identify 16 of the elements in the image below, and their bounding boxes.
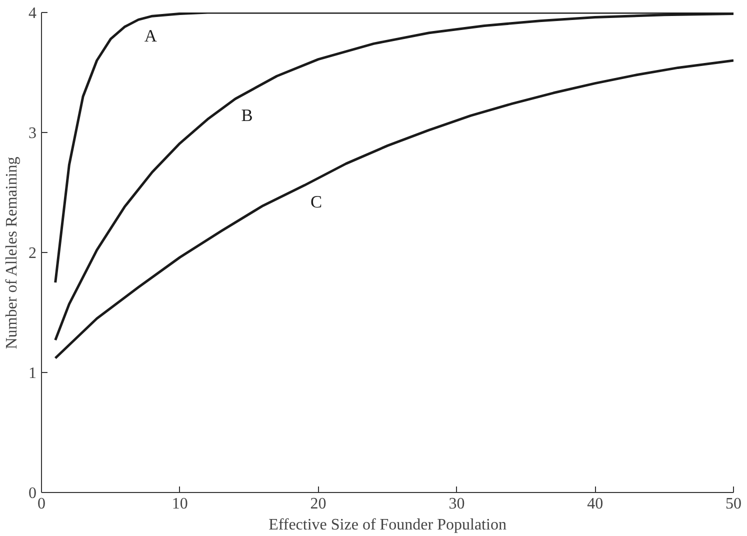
x-tick-label: 30 [448,496,465,512]
series-label: C [310,192,322,212]
y-tick-label: 1 [28,365,36,382]
y-tick-label: 0 [28,485,36,502]
y-tick-label: 4 [28,5,36,22]
x-tick-label: 10 [172,496,188,512]
line-series [54,59,734,360]
x-tick-label: 50 [726,496,742,512]
series-label: A [144,26,158,46]
x-axis-title: Effective Size of Founder Population [268,516,506,534]
y-tick-label: 2 [28,245,36,262]
y-tick-label: 3 [28,125,36,142]
x-tick-label: 20 [310,496,326,512]
series-label: B [241,106,253,125]
x-tick-label: 40 [587,496,604,512]
y-axis-title: Number of Alleles Remaining [4,156,20,350]
